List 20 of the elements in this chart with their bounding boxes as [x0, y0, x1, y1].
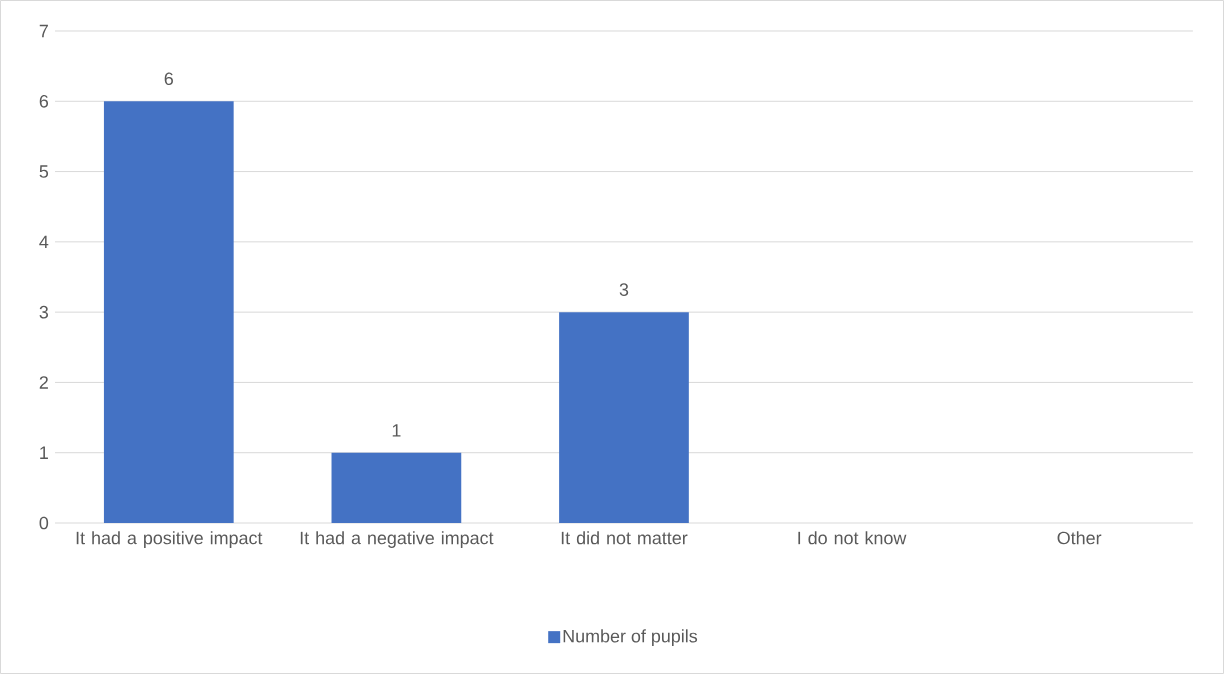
data-label: 3 [619, 283, 629, 296]
x-tick-label: Other [1057, 531, 1102, 545]
y-tick-label: 6 [39, 94, 49, 108]
x-tick-label: It had a positive impact [76, 531, 263, 548]
data-label: 1 [392, 424, 401, 437]
y-tick-label: 4 [39, 235, 49, 249]
data-label: 6 [164, 72, 173, 86]
x-tick-label: It had a negative impact [300, 531, 494, 548]
legend-label: Number of pupils [563, 629, 698, 647]
bar [103, 101, 234, 523]
y-tick-label: 5 [39, 165, 49, 178]
y-tick-label: 3 [39, 305, 49, 319]
y-tick-label: 0 [39, 516, 49, 530]
y-tick-label: 2 [39, 376, 48, 389]
x-tick-label: It did not matter [561, 531, 688, 545]
x-tick-label: I do not know [798, 531, 907, 545]
bar [331, 452, 462, 523]
y-tick-label: 1 [40, 446, 48, 459]
bar [559, 312, 689, 523]
y-tick-label: 7 [39, 24, 48, 38]
